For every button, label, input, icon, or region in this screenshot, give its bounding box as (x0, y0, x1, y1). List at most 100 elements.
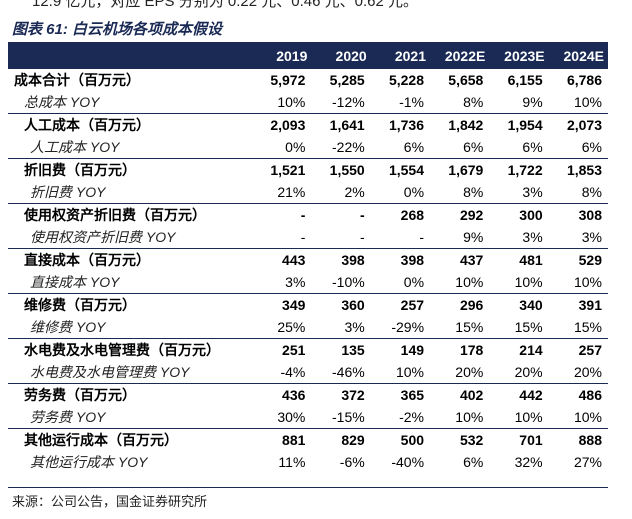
header-cell: 2023E (489, 44, 549, 69)
table-row-main: 使用权资产折旧费（百万元） - -268 292 300 308 (8, 203, 608, 226)
value-cell: 6% (463, 454, 484, 470)
value-cell: 149 (370, 338, 431, 361)
value-cell: 9% (463, 229, 484, 245)
row-label: 人工成本 YOY (30, 139, 120, 155)
row-label: 直接成本 YOY (30, 274, 120, 290)
value-cell: 20% (573, 364, 602, 380)
header-cell: 2019 (252, 44, 312, 69)
value-cell: 300 (489, 203, 549, 226)
title-rule (8, 42, 608, 44)
value-cell: 214 (489, 338, 549, 361)
value-cell: 1,641 (311, 113, 371, 136)
value-cell: -10% (332, 274, 365, 290)
value-cell: 178 (430, 338, 490, 361)
table-row-main: 成本合计（百万元） 5,972 5,285 5,228 5,658 6,155 6,786 (8, 68, 608, 91)
table-row-yoy: 直接成本 YOY 3% -10% 0% 10% 10% 10% (8, 271, 608, 294)
row-label: 折旧费（百万元） (8, 158, 253, 181)
value-cell: 10% (455, 274, 484, 290)
value-cell: 10% (514, 274, 543, 290)
row-label: 其他运行成本（百万元） (8, 428, 253, 451)
table-row-main: 人工成本（百万元） 2,093 1,641 1,736 1,842 1,954 2,073 (8, 113, 608, 136)
value-cell: 6,155 (489, 68, 549, 91)
value-cell: 3% (522, 229, 543, 245)
value-cell: 135 (311, 338, 371, 361)
value-cell: 888 (548, 428, 608, 451)
header-cell: 2024E (548, 44, 608, 69)
value-cell: 11% (278, 454, 306, 470)
row-label: 维修费 YOY (30, 319, 106, 335)
value-cell: - (311, 203, 371, 226)
table-row-main: 维修费（百万元） 349 360 257 296 340 391 (8, 293, 608, 316)
value-cell: - (252, 203, 312, 226)
table-row-main: 水电费及水电管理费（百万元） 251 135 149 178 214 257 (8, 338, 608, 361)
value-cell: 5,285 (311, 68, 371, 91)
value-cell: 1,853 (548, 158, 608, 181)
value-cell: 5,228 (370, 68, 431, 91)
value-cell: 1,554 (370, 158, 431, 181)
value-cell: 9% (522, 94, 543, 110)
value-cell: 5,972 (252, 68, 312, 91)
table-row-yoy: 劳务费 YOY 30% -15% -2% 10% 10% 10% (8, 406, 608, 429)
value-cell: -15% (332, 409, 365, 425)
value-cell: -1% (399, 94, 425, 110)
row-label: 使用权资产折旧费 YOY (30, 229, 176, 245)
value-cell: 0% (285, 139, 306, 155)
value-cell: 8% (581, 184, 602, 200)
value-cell: 443 (252, 248, 312, 271)
value-cell: 257 (370, 293, 431, 316)
table-row-yoy: 维修费 YOY 25% 3% -29% 15% 15% 15% (8, 316, 608, 339)
value-cell: 8% (463, 184, 484, 200)
row-label: 使用权资产折旧费（百万元） (8, 203, 253, 226)
value-cell: 1,722 (489, 158, 549, 181)
value-cell: 481 (489, 248, 549, 271)
value-cell: 701 (489, 428, 549, 451)
row-label: 折旧费 YOY (30, 184, 106, 200)
row-label: 劳务费（百万元） (8, 383, 253, 406)
value-cell: 6% (403, 139, 425, 155)
value-cell: 1,842 (430, 113, 490, 136)
value-cell: 3% (285, 274, 306, 290)
value-cell: 529 (548, 248, 608, 271)
value-cell: 0% (403, 184, 425, 200)
value-cell: 2,073 (548, 113, 608, 136)
value-cell: -29% (391, 319, 425, 335)
bottom-rule (8, 487, 608, 488)
value-cell: 391 (548, 293, 608, 316)
table-row-yoy: 水电费及水电管理费 YOY -4% -46% 10% 20% 20% 20% (8, 361, 608, 384)
value-cell: 372 (311, 383, 371, 406)
table-row-yoy: 人工成本 YOY 0% -22% 6% 6% 6% 6% (8, 136, 608, 159)
value-cell: 251 (252, 338, 312, 361)
value-cell: 1,736 (370, 113, 431, 136)
value-cell: 6,786 (548, 68, 608, 91)
value-cell: 10% (573, 409, 602, 425)
value-cell: 15% (514, 319, 543, 335)
value-cell: -6% (339, 454, 365, 470)
value-cell: 360 (311, 293, 371, 316)
value-cell: 437 (430, 248, 490, 271)
value-cell: 6% (522, 139, 543, 155)
value-cell: 436 (252, 383, 312, 406)
value-cell: 6% (581, 139, 602, 155)
value-cell: 8% (463, 94, 484, 110)
value-cell: 21% (277, 184, 306, 200)
value-cell: 30% (277, 409, 306, 425)
value-cell: 20% (455, 364, 484, 380)
value-cell: 15% (455, 319, 484, 335)
value-cell: -46% (332, 364, 365, 380)
value-cell: 20% (514, 364, 543, 380)
value-cell: 32% (514, 454, 543, 470)
value-cell: 1,521 (252, 158, 312, 181)
table-row-main: 折旧费（百万元） 1,521 1,550 1,554 1,679 1,722 1,853 (8, 158, 608, 181)
value-cell: 10% (573, 274, 602, 290)
value-cell: 3% (581, 229, 602, 245)
value-cell: 402 (430, 383, 490, 406)
value-cell: -40% (391, 454, 425, 470)
table-row-yoy: 总成本 YOY 10% -12% -1% 8% 9% 10% (8, 91, 608, 114)
value-cell: 25% (277, 319, 306, 335)
value-cell: 27% (573, 454, 602, 470)
value-cell: 829 (311, 428, 371, 451)
value-cell: 2,093 (252, 113, 312, 136)
value-cell: 0% (403, 274, 425, 290)
row-label: 水电费及水电管理费 YOY (30, 364, 190, 380)
value-cell: - (419, 229, 425, 245)
